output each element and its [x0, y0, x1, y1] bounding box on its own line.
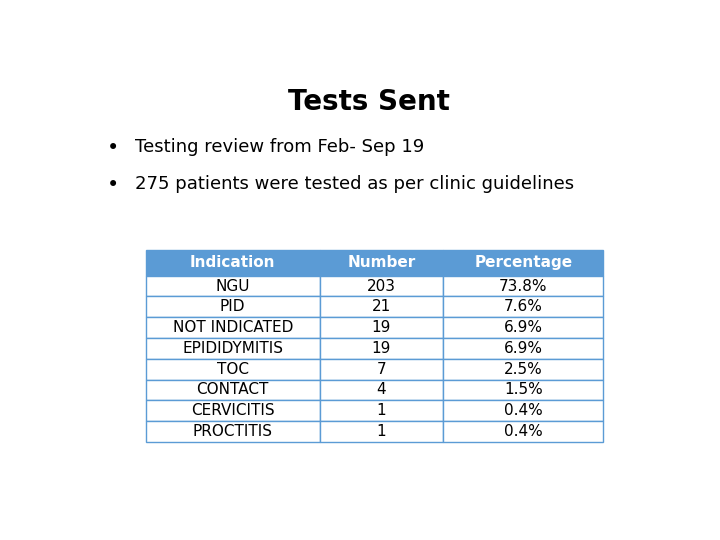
- Text: 4: 4: [377, 382, 386, 397]
- FancyBboxPatch shape: [145, 338, 320, 359]
- Text: 203: 203: [367, 279, 396, 294]
- Text: 19: 19: [372, 341, 391, 356]
- Text: 1.5%: 1.5%: [504, 382, 543, 397]
- FancyBboxPatch shape: [444, 250, 603, 275]
- Text: Testing review from Feb- Sep 19: Testing review from Feb- Sep 19: [135, 138, 424, 156]
- FancyBboxPatch shape: [444, 317, 603, 338]
- FancyBboxPatch shape: [444, 275, 603, 296]
- FancyBboxPatch shape: [444, 421, 603, 442]
- Text: 73.8%: 73.8%: [499, 279, 547, 294]
- FancyBboxPatch shape: [444, 359, 603, 380]
- Text: 19: 19: [372, 320, 391, 335]
- Text: 6.9%: 6.9%: [504, 320, 543, 335]
- Text: •: •: [107, 138, 119, 158]
- FancyBboxPatch shape: [145, 359, 320, 380]
- Text: TOC: TOC: [217, 362, 248, 377]
- FancyBboxPatch shape: [145, 250, 320, 275]
- FancyBboxPatch shape: [320, 400, 444, 421]
- Text: PROCTITIS: PROCTITIS: [193, 424, 273, 439]
- Text: Tests Sent: Tests Sent: [288, 87, 450, 116]
- Text: 1: 1: [377, 424, 386, 439]
- Text: 2.5%: 2.5%: [504, 362, 543, 377]
- FancyBboxPatch shape: [320, 359, 444, 380]
- FancyBboxPatch shape: [145, 400, 320, 421]
- Text: 6.9%: 6.9%: [504, 341, 543, 356]
- Text: PID: PID: [220, 299, 246, 314]
- FancyBboxPatch shape: [145, 317, 320, 338]
- FancyBboxPatch shape: [444, 338, 603, 359]
- FancyBboxPatch shape: [320, 338, 444, 359]
- Text: •: •: [107, 175, 119, 195]
- FancyBboxPatch shape: [444, 400, 603, 421]
- Text: Percentage: Percentage: [474, 255, 572, 270]
- Text: 21: 21: [372, 299, 391, 314]
- Text: CERVICITIS: CERVICITIS: [191, 403, 274, 418]
- FancyBboxPatch shape: [145, 296, 320, 317]
- FancyBboxPatch shape: [444, 296, 603, 317]
- FancyBboxPatch shape: [145, 380, 320, 400]
- Text: CONTACT: CONTACT: [197, 382, 269, 397]
- Text: 0.4%: 0.4%: [504, 424, 543, 439]
- Text: 1: 1: [377, 403, 386, 418]
- FancyBboxPatch shape: [320, 275, 444, 296]
- Text: 275 patients were tested as per clinic guidelines: 275 patients were tested as per clinic g…: [135, 175, 574, 193]
- FancyBboxPatch shape: [444, 380, 603, 400]
- FancyBboxPatch shape: [320, 296, 444, 317]
- FancyBboxPatch shape: [145, 421, 320, 442]
- FancyBboxPatch shape: [320, 317, 444, 338]
- FancyBboxPatch shape: [145, 275, 320, 296]
- Text: NOT INDICATED: NOT INDICATED: [173, 320, 293, 335]
- FancyBboxPatch shape: [320, 421, 444, 442]
- Text: EPIDIDYMITIS: EPIDIDYMITIS: [182, 341, 283, 356]
- FancyBboxPatch shape: [320, 250, 444, 275]
- FancyBboxPatch shape: [320, 380, 444, 400]
- Text: 0.4%: 0.4%: [504, 403, 543, 418]
- Text: 7: 7: [377, 362, 386, 377]
- Text: NGU: NGU: [215, 279, 250, 294]
- Text: 7.6%: 7.6%: [504, 299, 543, 314]
- Text: Number: Number: [347, 255, 415, 270]
- Text: Indication: Indication: [190, 255, 276, 270]
